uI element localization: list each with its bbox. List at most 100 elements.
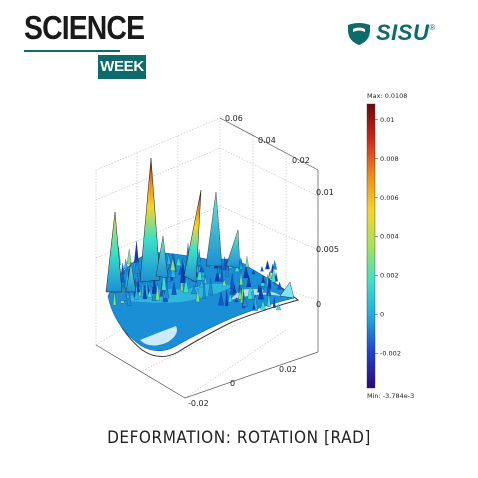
figure-caption: DEFORMATION: ROTATION [RAD]	[107, 428, 371, 448]
z-tick-label: 0.01	[316, 188, 334, 197]
small-spike	[202, 282, 206, 299]
small-spike	[234, 297, 239, 303]
sisu-logo-icon	[348, 23, 370, 45]
small-spike	[180, 259, 186, 283]
small-spike	[265, 260, 270, 270]
brand-divider	[24, 50, 120, 52]
small-spike	[220, 264, 224, 282]
colorbar-strip	[366, 103, 376, 389]
spike-right-small	[225, 229, 241, 269]
spike-small-a	[155, 235, 169, 279]
colorbar-tick-label: -0.002	[380, 350, 401, 358]
z-tick-label: 0	[316, 300, 321, 309]
small-spike	[216, 263, 221, 274]
y-tick-label: 0.02	[292, 156, 310, 165]
small-spike	[134, 258, 140, 274]
spike-tall-right	[183, 189, 202, 283]
axes	[95, 117, 319, 399]
small-spike	[170, 257, 176, 271]
small-spike	[134, 241, 139, 263]
large-spikes	[105, 157, 295, 299]
colorbar-tick-label: 0.008	[380, 155, 399, 163]
spike-mid	[205, 191, 223, 267]
logo-text: SISU	[376, 20, 430, 45]
small-spike	[175, 256, 182, 266]
small-spike	[140, 280, 145, 298]
small-spike	[112, 290, 117, 306]
small-spike	[260, 299, 266, 310]
colorbar-tick-label: 0.004	[380, 233, 399, 241]
small-spike	[204, 275, 207, 284]
small-spike	[267, 272, 272, 289]
small-spike	[196, 249, 202, 266]
small-spike	[246, 275, 252, 287]
small-spike	[126, 289, 130, 299]
x-tick-label: 0	[230, 379, 235, 388]
surface-cyan-patch	[120, 283, 234, 303]
small-spike	[271, 265, 276, 283]
colorbar-max-label: Max: 0.0108	[367, 92, 407, 100]
colorbar-tick-label: 0.01	[380, 116, 394, 124]
spike-edge	[279, 281, 295, 299]
small-spike	[229, 273, 235, 289]
small-spike	[123, 259, 128, 270]
spike-left	[105, 211, 123, 293]
small-spike	[225, 289, 229, 306]
small-spike	[155, 282, 160, 301]
logo-registered-mark: ®	[429, 22, 436, 32]
small-spike	[126, 248, 132, 265]
small-spike	[260, 265, 264, 272]
colorbar-min-label: Min: -3.784e-3	[367, 392, 414, 400]
small-spike	[245, 256, 249, 268]
sisu-logo: SISU ®	[346, 20, 435, 46]
small-spike	[247, 283, 253, 300]
brand-block: SCIENCE WEEK	[24, 9, 164, 79]
brand-badge: WEEK	[98, 55, 146, 79]
small-spike	[239, 260, 243, 270]
spike-small-b	[125, 261, 137, 293]
small-spike	[252, 269, 256, 275]
colorbar-ticks: 0.01 0.008 0.006 0.004 0.002 0 -0.002	[375, 116, 401, 358]
small-spike	[165, 274, 169, 299]
small-spike	[225, 261, 230, 277]
small-spike	[142, 285, 147, 300]
small-spike	[272, 297, 276, 308]
spike-tall-center	[139, 157, 161, 283]
small-spike	[257, 285, 264, 300]
small-spike	[195, 288, 200, 303]
x-tick-label: -0.02	[188, 399, 209, 408]
small-spike	[228, 292, 233, 303]
colorbar: Max: 0.0108 0.01 0.008 0.006 0.004 0.002 0 -0.…	[366, 92, 414, 400]
small-spike	[261, 275, 265, 284]
colorbar-tick-label: 0.006	[380, 194, 399, 202]
small-spike	[221, 278, 227, 287]
small-spike	[136, 277, 140, 293]
small-spike	[218, 291, 224, 306]
small-spike	[199, 279, 204, 288]
x-tick-label: 0.02	[279, 365, 297, 374]
small-spike	[277, 281, 282, 290]
small-spike	[166, 252, 171, 265]
small-spike	[243, 264, 249, 279]
small-spike	[238, 288, 243, 300]
z-tick-label: 0.005	[316, 245, 339, 254]
small-spike	[208, 278, 214, 296]
small-spike	[146, 290, 153, 298]
small-spike	[252, 303, 256, 310]
brand-title: SCIENCE	[24, 9, 145, 46]
small-spike	[120, 272, 125, 283]
small-spike	[262, 281, 268, 293]
y-tick-label: 0.04	[258, 136, 276, 145]
small-spike	[161, 270, 167, 291]
surface-highlight	[140, 326, 177, 346]
small-spike	[151, 288, 157, 302]
y-tick-label: 0.06	[225, 114, 243, 123]
small-spike	[171, 281, 177, 295]
small-spike	[198, 266, 205, 272]
small-spike	[183, 277, 189, 293]
colorbar-tick-label: 0	[380, 311, 384, 319]
small-spike	[257, 284, 261, 293]
small-spike	[223, 256, 227, 271]
small-spike	[266, 291, 271, 307]
